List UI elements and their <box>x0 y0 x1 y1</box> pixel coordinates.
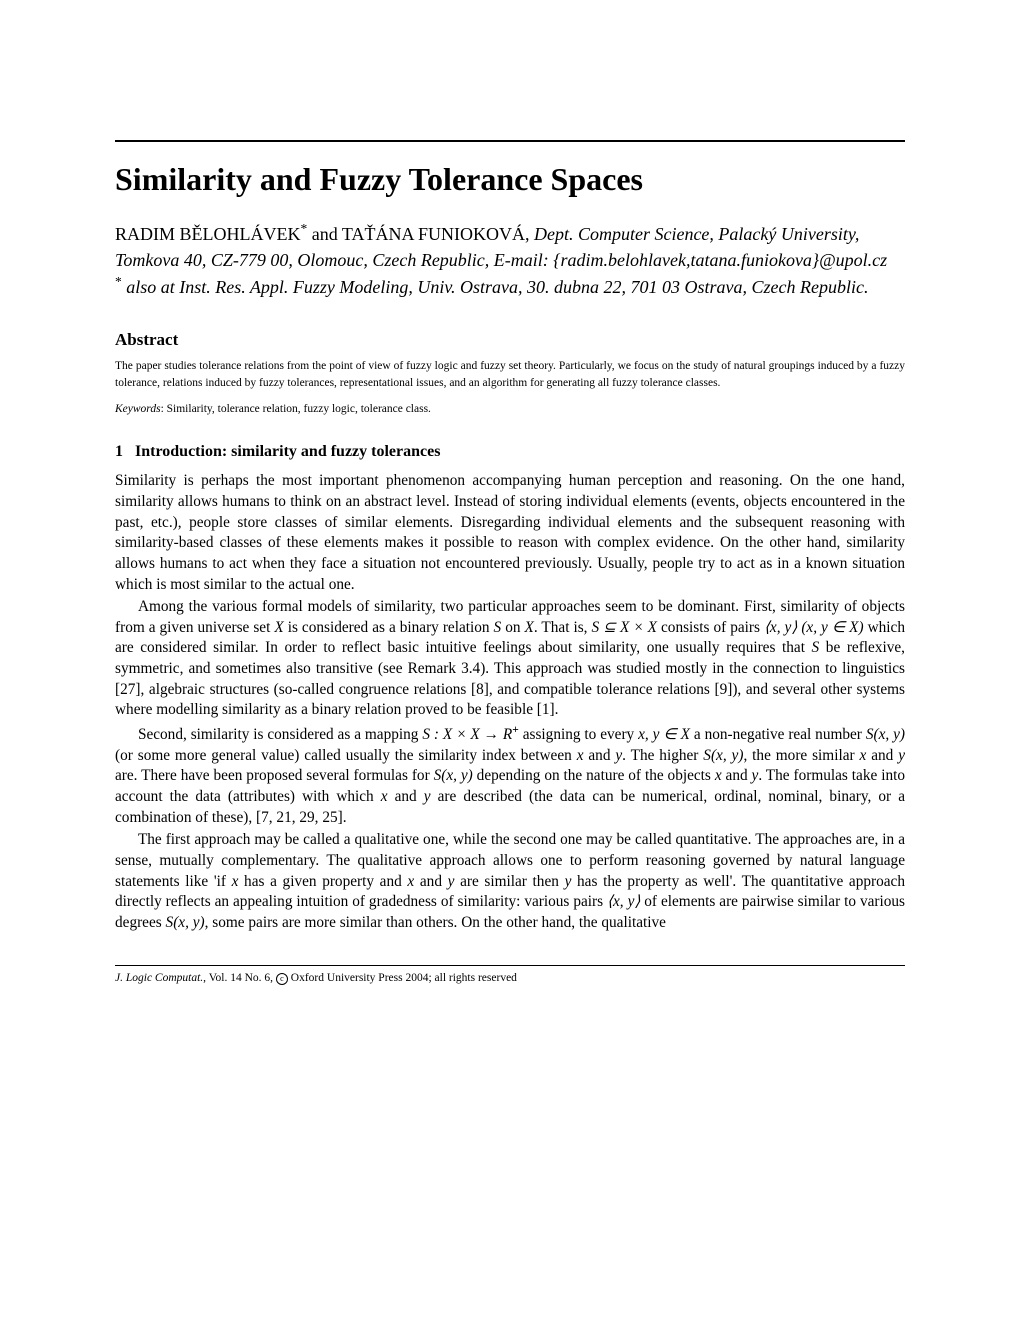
section-heading: 1 Introduction: similarity and fuzzy tol… <box>115 443 905 461</box>
p4g: , some pairs are more similar than other… <box>205 914 666 931</box>
p3i: are. There have been proposed several fo… <box>115 767 434 784</box>
math-x4: x <box>381 788 388 805</box>
p3f: . The higher <box>622 747 703 764</box>
title-rule <box>115 140 905 142</box>
paragraph-4: The first approach may be called a quali… <box>115 830 905 933</box>
keywords-label: Keywords <box>115 403 161 415</box>
p3a: Second, similarity is considered as a ma… <box>138 726 422 743</box>
math-Sxy: S(x, y) <box>866 726 905 743</box>
p3m: and <box>388 788 424 805</box>
p2d: . That is, <box>534 619 592 636</box>
math-xyinX: (x, y ∈ X) <box>801 619 863 636</box>
p3h: and <box>866 747 898 764</box>
footnote-marker: * <box>115 274 122 289</box>
keywords-line: Keywords: Similarity, tolerance relation… <box>115 403 905 415</box>
abstract-text: The paper studies tolerance relations fr… <box>115 358 905 391</box>
p3e: and <box>583 747 615 764</box>
p4b: has a given property and <box>238 873 407 890</box>
journal-name: J. Logic Computat. <box>115 972 203 984</box>
footer-rule <box>115 965 905 966</box>
author-footnote: also at Inst. Res. Appl. Fuzzy Modeling,… <box>122 277 869 297</box>
math-X2: X <box>525 619 534 636</box>
author-name-2: TAŤÁNA FUNIOKOVÁ, <box>342 224 534 244</box>
p3j: depending on the nature of the objects <box>473 767 715 784</box>
p2b: is considered as a binary relation <box>284 619 494 636</box>
p2c: on <box>501 619 524 636</box>
paragraph-1: Similarity is perhaps the most important… <box>115 471 905 595</box>
p3b: assigning to every <box>523 726 638 743</box>
p3k: and <box>722 767 752 784</box>
math-X: X <box>274 619 283 636</box>
math-pairxy2: ⟨x, y⟩ <box>607 893 640 910</box>
paragraph-3: Second, similarity is considered as a ma… <box>115 723 905 828</box>
footer: J. Logic Computat., Vol. 14 No. 6, c Oxf… <box>115 972 905 984</box>
abstract-heading: Abstract <box>115 330 905 350</box>
copyright-icon: c <box>276 973 288 985</box>
author-and: and <box>307 224 342 244</box>
p3g: , the more similar <box>743 747 859 764</box>
paper-page: Similarity and Fuzzy Tolerance Spaces RA… <box>0 0 1020 1045</box>
math-plus: + <box>512 724 519 736</box>
math-x3: x <box>715 767 722 784</box>
math-Sxy3: S(x, y) <box>434 767 473 784</box>
keywords-text: : Similarity, tolerance relation, fuzzy … <box>161 403 431 415</box>
math-pairxy: ⟨x, y⟩ <box>764 619 797 636</box>
p3c: a non-negative real number <box>690 726 866 743</box>
footer-vol: , Vol. 14 No. 6, <box>203 972 276 984</box>
math-y4: y <box>424 788 431 805</box>
math-xyinX2: x, y ∈ X <box>638 726 690 743</box>
p2e: consists of pairs <box>661 619 764 636</box>
authors-block: RADIM BĚLOHLÁVEK* and TAŤÁNA FUNIOKOVÁ, … <box>115 220 905 300</box>
paragraph-2: Among the various formal models of simil… <box>115 597 905 721</box>
p3d: (or some more general value) called usua… <box>115 747 577 764</box>
math-y2: y <box>898 747 905 764</box>
p4c: and <box>414 873 447 890</box>
math-Sxy4: S(x, y) <box>166 914 205 931</box>
math-SsubXxX: S ⊆ X × X <box>592 619 658 636</box>
p4d: are similar then <box>454 873 564 890</box>
paper-title: Similarity and Fuzzy Tolerance Spaces <box>115 160 905 198</box>
footer-publisher: Oxford University Press 2004; all rights… <box>288 972 517 984</box>
math-Smap: S : X × X → R <box>422 726 512 743</box>
math-Sxy2: S(x, y) <box>703 747 743 764</box>
section-title: Introduction: similarity and fuzzy toler… <box>135 443 440 460</box>
section-number: 1 <box>115 443 123 460</box>
author-name-1: RADIM BĚLOHLÁVEK <box>115 224 300 244</box>
